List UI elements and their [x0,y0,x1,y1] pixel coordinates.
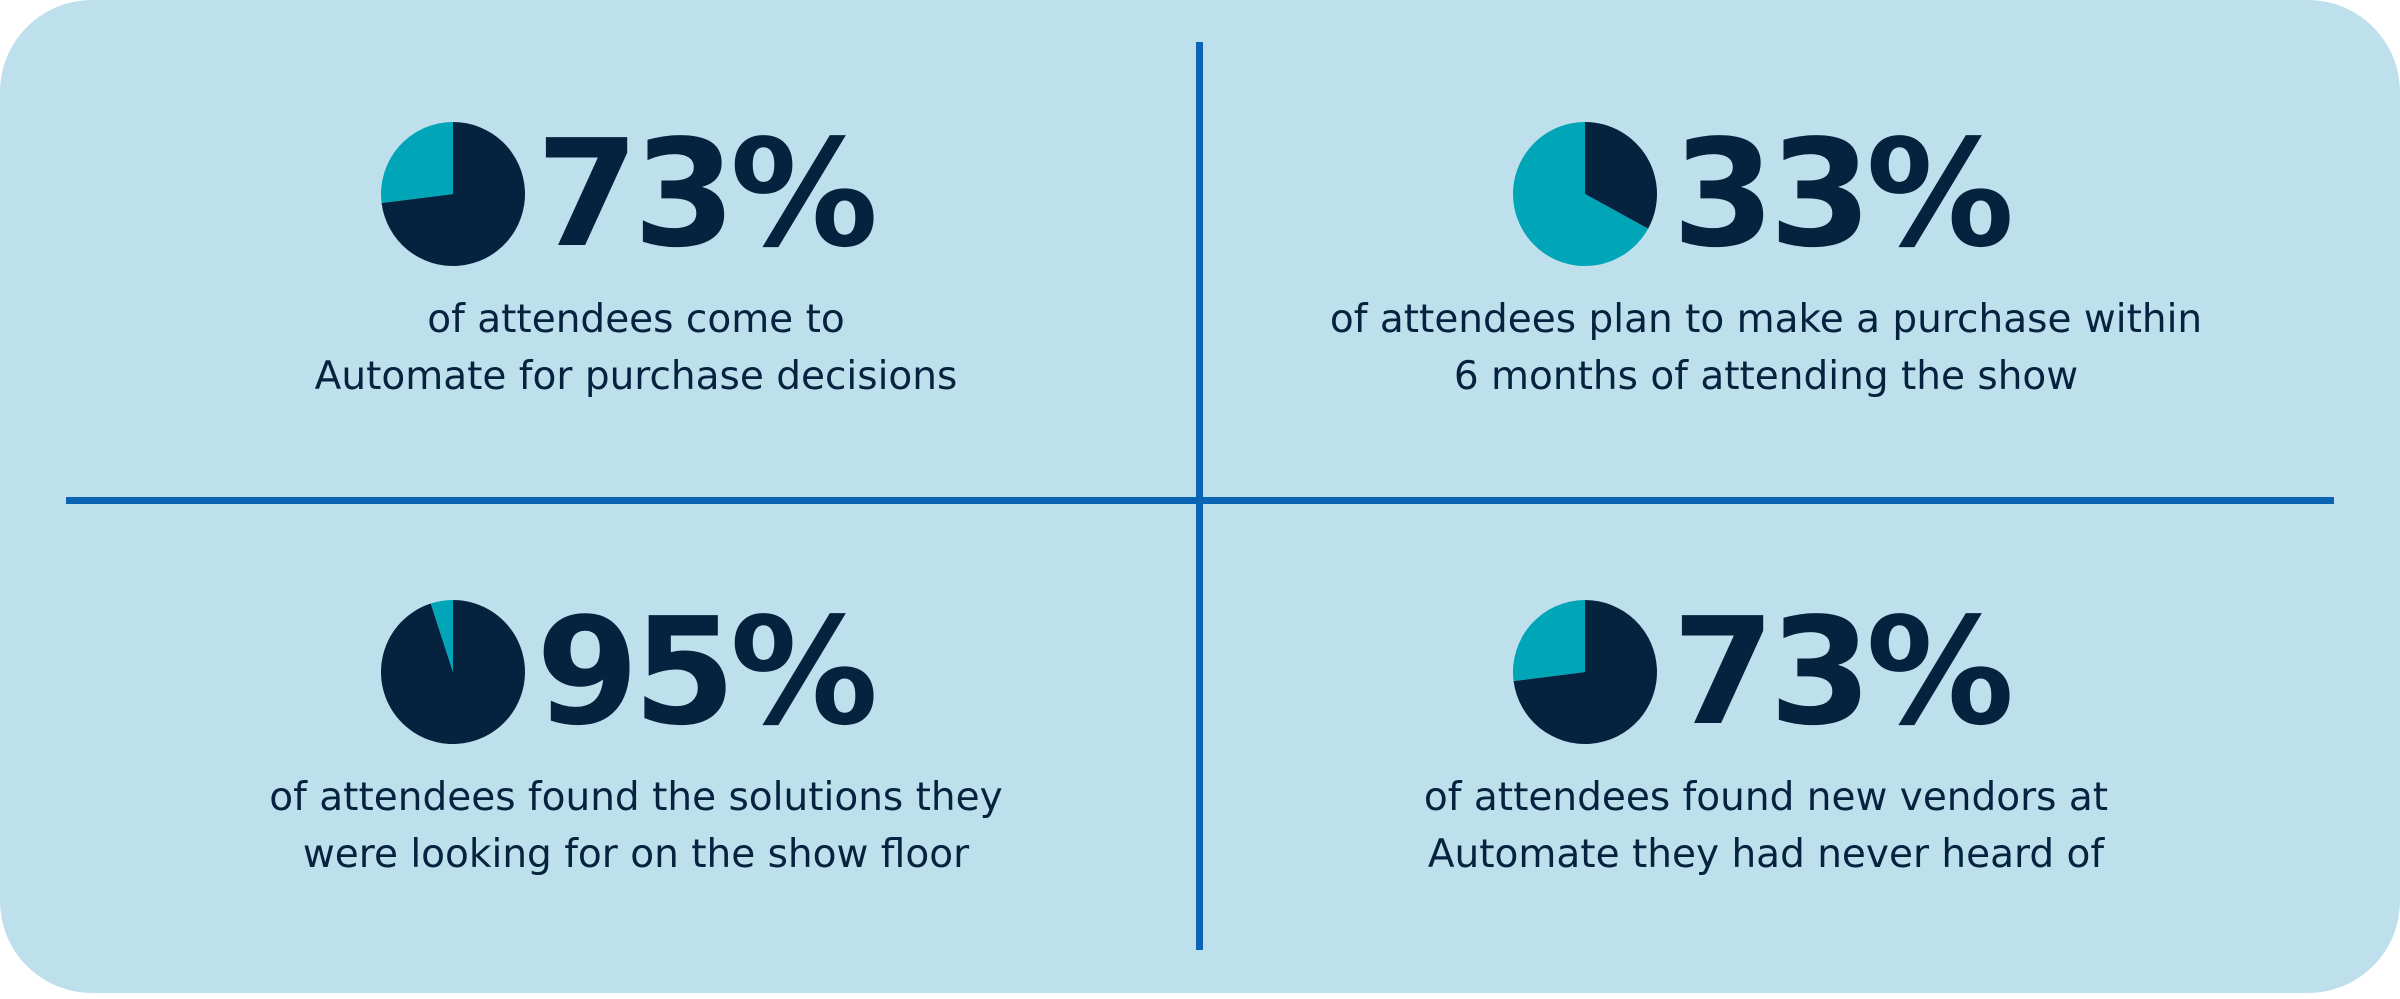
pie-chart-purchase-within-6-months [1512,122,1657,266]
stat-caption: of attendees found new vendors at Automa… [1216,769,2316,883]
pie-slice-accent [1513,600,1585,682]
stat-purchase-within-6-months: 33% of attendees plan to make a purchase… [1216,109,2316,521]
caption-line: of attendees plan to make a purchase wit… [1329,297,2203,342]
caption-line: of attendees found the solutions they [269,775,1003,820]
stat-caption: of attendees found the solutions they we… [86,769,1186,883]
stat-caption: of attendees plan to make a purchase wit… [1216,291,2316,405]
stat-caption: of attendees come to Automate for purcha… [86,291,1186,405]
caption-line: were looking for on the show floor [302,832,970,877]
pie-slice-dark [380,600,525,744]
caption-line: 6 months of attending the show [1453,354,2079,399]
pie-slice-dark [381,122,526,266]
pie-slice-dark [1585,122,1657,229]
horizontal-divider [66,497,2334,504]
stat-value-label: 33% [1672,108,2014,280]
stat-new-vendors: 73% of attendees found new vendors at Au… [1216,587,2316,999]
caption-line: Automate they had never heard of [1427,832,2105,877]
pie-slice-accent [381,122,453,204]
stat-value-label: 73% [536,108,878,280]
caption-line: Automate for purchase decisions [314,354,958,399]
stat-value-label: 73% [1672,586,2014,758]
pie-chart-purchase-decisions [381,122,526,266]
stat-purchase-decisions: 73% of attendees come to Automate for pu… [86,109,1186,521]
pie-chart-found-solutions [380,600,525,744]
caption-line: of attendees found new vendors at [1423,775,2109,820]
stat-value-label: 95% [536,586,878,758]
pie-slice-accent [430,600,453,672]
pie-slice-accent [1512,122,1649,266]
stat-found-solutions: 95% of attendees found the solutions the… [86,587,1186,999]
vertical-divider [1196,42,1203,950]
pie-chart-new-vendors [1513,600,1658,744]
pie-slice-dark [1513,600,1658,744]
caption-line: of attendees come to [427,297,845,342]
